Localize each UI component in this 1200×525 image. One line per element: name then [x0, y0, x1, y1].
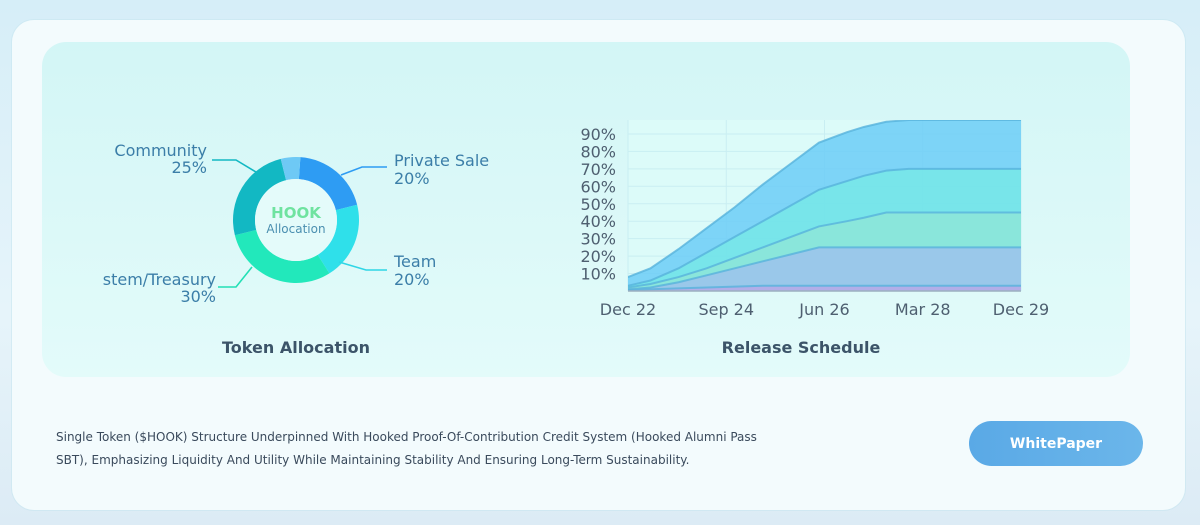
allocation-donut — [233, 157, 360, 283]
y-tick-label: 40% — [580, 212, 616, 231]
y-tick-label: 90% — [580, 125, 616, 144]
release-schedule-title: Release Schedule — [721, 338, 881, 357]
x-tick-label: Sep 24 — [698, 300, 754, 319]
tokenomics-description: Single Token ($HOOK) Structure Underpinn… — [56, 426, 816, 472]
release-y-ticks: 10%20%30%40%50%60%70%80%90% — [580, 125, 616, 284]
label-private-sale-pct: 20% — [394, 169, 430, 188]
x-tick-label: Mar 28 — [895, 300, 951, 319]
release-line-5 — [628, 120, 1021, 278]
label-community: Community — [114, 141, 207, 160]
label-treasury-pct: 30% — [180, 287, 216, 306]
y-tick-label: 70% — [580, 160, 616, 179]
release-area-2 — [628, 247, 1021, 291]
description-line-2: SBT), Emphasizing Liquidity And Utility … — [56, 453, 690, 467]
donut-slice-community — [233, 158, 287, 236]
label-team: Team — [393, 252, 436, 271]
y-tick-label: 60% — [580, 177, 616, 196]
label-community-pct: 25% — [171, 158, 207, 177]
release-line-4 — [628, 167, 1021, 287]
leader-line-treasury — [218, 266, 253, 288]
donut-center-brand: HOOK — [271, 204, 322, 222]
donut-slice-team — [317, 204, 360, 274]
y-tick-label: 20% — [580, 247, 616, 266]
x-tick-label: Jun 26 — [798, 300, 849, 319]
release-line-2 — [628, 246, 1021, 291]
y-tick-label: 50% — [580, 195, 616, 214]
leader-lines — [212, 159, 387, 288]
release-x-ticks: Dec 22 Sep 24 Jun 26 Mar 28 Dec 29 — [600, 300, 1049, 319]
token-allocation-title: Token Allocation — [222, 338, 370, 357]
whitepaper-button[interactable]: WhitePaper — [969, 421, 1143, 466]
release-line-1 — [628, 284, 1021, 291]
x-tick-label: Dec 22 — [600, 300, 656, 319]
y-tick-label: 10% — [580, 265, 616, 284]
leader-line-team — [338, 261, 387, 271]
donut-slice-other — [280, 157, 301, 181]
label-treasury: stem/Treasury — [103, 270, 216, 289]
description-line-1: Single Token ($HOOK) Structure Underpinn… — [56, 430, 757, 444]
label-private-sale: Private Sale — [394, 151, 489, 170]
x-tick-label: Dec 29 — [993, 300, 1049, 319]
y-tick-label: 30% — [580, 230, 616, 249]
label-team-pct: 20% — [394, 270, 430, 289]
y-tick-label: 80% — [580, 142, 616, 161]
release-line-3 — [628, 211, 1021, 289]
release-areas — [628, 120, 1021, 291]
donut-slice-stem-treasury — [234, 229, 330, 283]
leader-line-private-sale — [340, 166, 387, 176]
donut-hole — [255, 179, 337, 261]
donut-slice-private-sale — [298, 157, 358, 211]
donut-center-sub: Allocation — [266, 222, 325, 236]
leader-line-community — [212, 159, 257, 173]
